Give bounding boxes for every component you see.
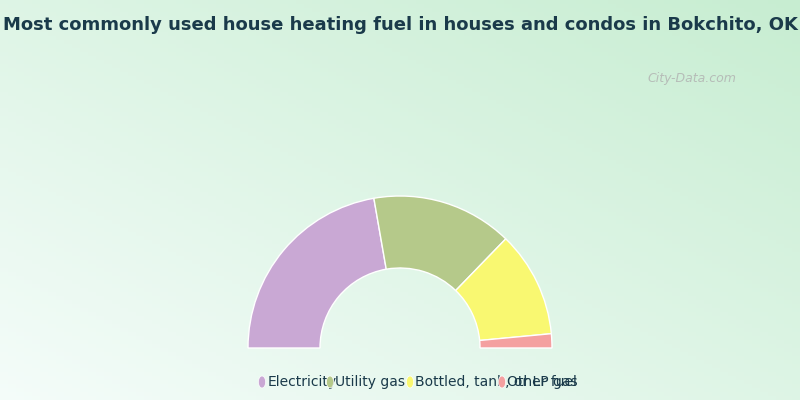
Wedge shape (456, 239, 551, 340)
Ellipse shape (498, 376, 506, 388)
Text: Bottled, tank, or LP gas: Bottled, tank, or LP gas (415, 375, 578, 389)
Text: Most commonly used house heating fuel in houses and condos in Bokchito, OK: Most commonly used house heating fuel in… (2, 16, 798, 34)
Wedge shape (374, 196, 506, 290)
Text: Utility gas: Utility gas (335, 375, 405, 389)
Ellipse shape (258, 376, 266, 388)
Wedge shape (480, 334, 552, 348)
Text: Electricity: Electricity (267, 375, 336, 389)
Ellipse shape (406, 376, 414, 388)
Text: City-Data.com: City-Data.com (647, 72, 737, 85)
Wedge shape (248, 198, 386, 348)
Text: Other fuel: Other fuel (507, 375, 577, 389)
Ellipse shape (326, 376, 334, 388)
